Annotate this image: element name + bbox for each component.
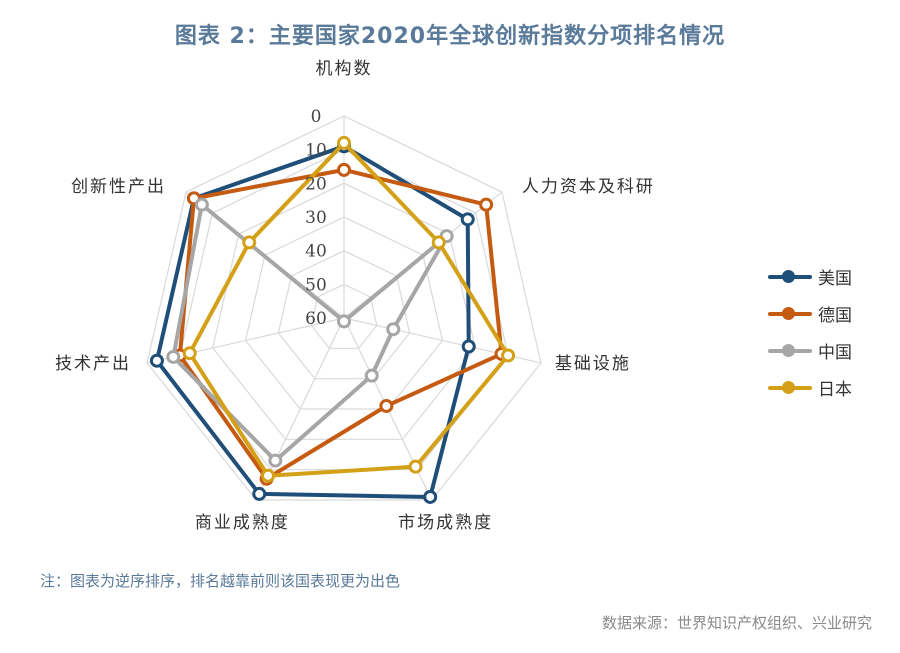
legend-item: 德国 (768, 295, 852, 332)
data-point (379, 398, 394, 413)
data-point (242, 235, 257, 250)
data-point (431, 235, 446, 250)
data-point (460, 212, 475, 227)
chart-note: 注：图表为逆序排序，排名越靠前则该国表现更为出色 (40, 572, 401, 590)
legend-label: 中国 (818, 343, 852, 363)
data-point (501, 348, 516, 363)
series-日本 (182, 135, 516, 483)
radar-series (149, 135, 516, 504)
grid-ring (277, 250, 411, 380)
data-point (166, 349, 181, 364)
legend-label: 德国 (818, 306, 852, 326)
data-point (423, 489, 438, 504)
tick-label: 20 (305, 174, 327, 194)
tick-label: 0 (311, 107, 322, 127)
legend-swatch-china (768, 342, 812, 360)
axis-label: 市场成熟度 (398, 512, 493, 533)
grid-ring (310, 283, 378, 349)
data-point (337, 314, 351, 329)
data-point (337, 135, 351, 150)
data-source: 数据来源：世界知识产权组织、兴业研究 (601, 614, 872, 632)
tick-label: 40 (305, 242, 327, 262)
tick-label: 50 (305, 275, 327, 295)
legend-swatch-japan (768, 379, 812, 397)
legend-label: 日本 (818, 380, 852, 400)
tick-label: 30 (305, 208, 327, 228)
legend-item: 美国 (768, 258, 852, 295)
data-point (337, 162, 351, 177)
legend-swatch-usa (768, 268, 812, 286)
chart-title: 图表 2：主要国家2020年全球创新指数分项排名情况 (174, 24, 726, 49)
radar-tick-labels: 0 10 20 30 40 50 60 (305, 107, 327, 329)
legend: 美国 德国 中国 日本 (768, 258, 852, 406)
axis-label: 基础设施 (555, 354, 631, 374)
data-point (386, 322, 401, 337)
legend-label: 美国 (818, 269, 852, 289)
legend-item: 中国 (768, 332, 852, 369)
series-line (187, 140, 511, 478)
data-point (461, 339, 476, 354)
series-line (177, 167, 504, 481)
legend-swatch-germany (768, 305, 812, 323)
grid-ring (212, 182, 476, 440)
series-line (154, 144, 471, 499)
data-point (182, 346, 197, 361)
axis-label: 创新性产出 (71, 177, 166, 197)
tick-label: 60 (305, 309, 327, 329)
data-point (252, 486, 267, 501)
axis-label: 机构数 (316, 59, 373, 79)
tick-label: 10 (305, 141, 327, 161)
axis-label: 人力资本及科研 (522, 177, 655, 197)
legend-item: 日本 (768, 369, 852, 406)
series-line (171, 202, 449, 463)
data-point (149, 353, 164, 368)
axis-label: 商业成熟度 (195, 512, 290, 533)
grid-ring (146, 115, 542, 501)
data-point (194, 197, 209, 212)
series-中国 (166, 197, 454, 468)
data-point (479, 197, 494, 212)
data-point (261, 468, 276, 483)
data-point (364, 368, 379, 383)
data-point (268, 453, 283, 468)
data-point (408, 459, 423, 474)
axis-label: 技术产出 (55, 354, 131, 374)
